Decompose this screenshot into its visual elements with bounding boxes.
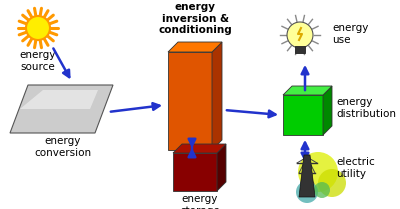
Circle shape	[26, 16, 50, 40]
Text: energy
source: energy source	[20, 50, 56, 72]
Circle shape	[287, 22, 313, 48]
Circle shape	[314, 182, 330, 198]
Text: energy
storage: energy storage	[180, 194, 220, 209]
Text: energy
distribution: energy distribution	[336, 97, 396, 119]
Polygon shape	[20, 90, 98, 109]
Polygon shape	[323, 86, 332, 135]
Text: electric
utility: electric utility	[336, 157, 375, 179]
Text: energy
use: energy use	[332, 23, 368, 45]
Polygon shape	[173, 153, 217, 191]
Polygon shape	[283, 95, 323, 135]
Polygon shape	[283, 86, 332, 95]
Polygon shape	[168, 42, 222, 52]
Polygon shape	[217, 144, 226, 191]
Text: energy
conversion: energy conversion	[34, 136, 92, 158]
Polygon shape	[10, 85, 113, 133]
Circle shape	[318, 169, 346, 197]
Polygon shape	[173, 144, 226, 153]
Circle shape	[298, 152, 338, 192]
Polygon shape	[168, 52, 212, 150]
Text: energy
inversion &
conditioning: energy inversion & conditioning	[158, 2, 232, 35]
Circle shape	[296, 181, 318, 203]
Polygon shape	[299, 155, 315, 197]
FancyBboxPatch shape	[295, 46, 305, 53]
Polygon shape	[212, 42, 222, 150]
